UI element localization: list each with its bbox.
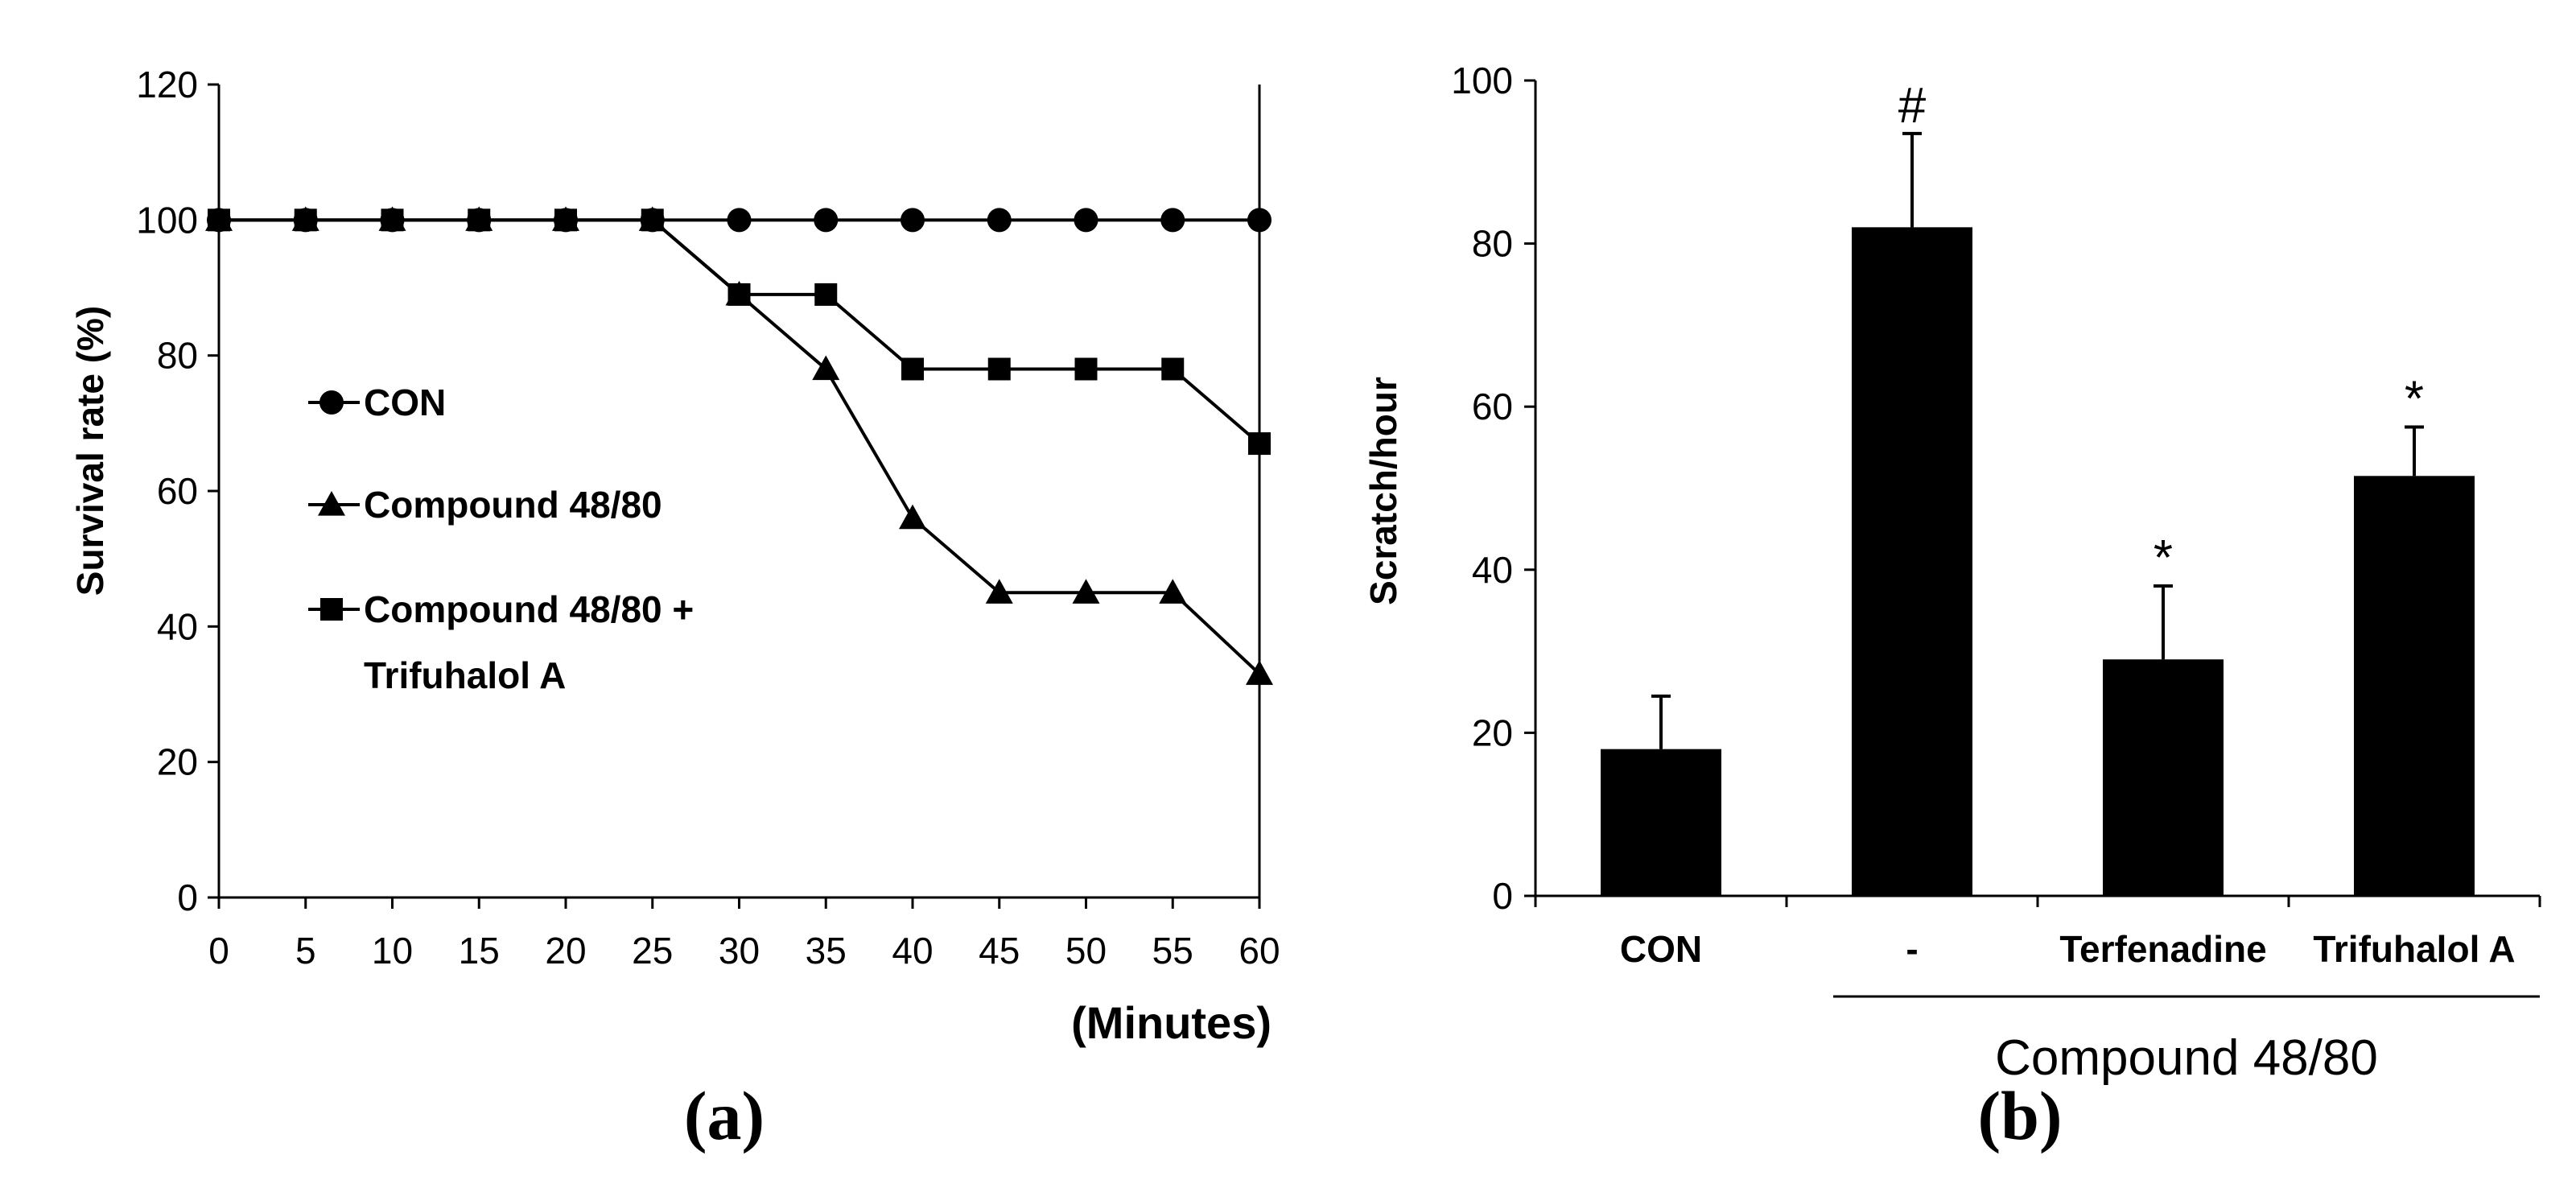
y-tick-label: 0	[177, 877, 198, 918]
x-tick-label: 10	[372, 930, 413, 972]
data-point-triangle	[985, 579, 1013, 604]
legend-marker-triangle	[318, 491, 345, 516]
x-tick-label: 5	[295, 930, 316, 972]
legend-label: Compound 48/80	[364, 484, 662, 526]
y-tick-label: 100	[1451, 60, 1513, 101]
data-point-triangle	[1159, 579, 1187, 604]
data-point-circle	[987, 208, 1012, 233]
data-point-circle	[1074, 208, 1098, 233]
bar	[2103, 659, 2224, 896]
y-tick-label: 40	[1472, 549, 1513, 591]
data-point-circle	[640, 208, 665, 233]
data-point-square	[901, 357, 924, 381]
y-tick-label: 20	[1472, 712, 1513, 753]
bar-series-group: # * *	[1601, 78, 2475, 897]
y-tick-label: 0	[1492, 875, 1513, 917]
y-tick-label: 80	[157, 335, 198, 377]
bar-group	[1601, 694, 1721, 896]
legend-marker-square	[320, 598, 343, 621]
data-point-circle	[901, 208, 925, 233]
legend-label: Trifuhalol A	[364, 654, 566, 696]
scratch-bar-chart: # * * 0 20 40 60 80 100 CON - Terfenadine Trifuhalo…	[1362, 60, 2541, 1154]
y-tick-label: 60	[157, 470, 198, 512]
data-point-triangle	[899, 504, 926, 530]
x-tick-label: 50	[1065, 930, 1107, 972]
x-tick-label: 20	[545, 930, 586, 972]
data-point-triangle	[725, 280, 753, 306]
data-point-circle	[727, 208, 752, 233]
data-point-circle	[814, 208, 839, 233]
x-category-label: Terfenadine	[2059, 928, 2266, 970]
bar-group: *	[2354, 372, 2475, 896]
x-tick-label: 45	[979, 930, 1020, 972]
line-chart-tick-labels: 0 20 40 60 80 100 120 0 5 10 15 20 25 30 35 40 45 50 55 60	[136, 64, 1280, 972]
x-category-label: Trifuhalol A	[2313, 928, 2515, 970]
bar	[1601, 749, 1721, 896]
x-tick-label: 0	[208, 930, 229, 972]
panel-label-b: (b)	[1977, 1077, 2062, 1154]
data-point-circle	[1160, 208, 1185, 233]
significance-marker: *	[2154, 530, 2173, 586]
y-tick-label: 120	[136, 64, 198, 105]
legend-label: CON	[364, 382, 446, 423]
panel-label-a: (a)	[684, 1077, 765, 1154]
data-point-square	[1074, 357, 1098, 381]
x-tick-label: 60	[1239, 930, 1280, 972]
line-chart-y-axis-label: Survival rate (%)	[69, 306, 111, 596]
bar-chart-axes	[1524, 79, 2541, 907]
y-tick-label: 20	[157, 741, 198, 783]
legend-label: Compound 48/80 +	[364, 588, 694, 630]
bar-chart-tick-labels: 0 20 40 60 80 100 CON - Terfenadine Trifuhalol A	[1451, 60, 2515, 970]
line-chart-legend: CON Compound 48/80 Compound 48/80 + Trifuha…	[308, 382, 694, 696]
data-point-circle	[380, 208, 405, 233]
data-point-circle	[554, 208, 578, 233]
y-tick-label: 80	[1472, 223, 1513, 265]
legend-entry-square: Compound 48/80 + Trifuhalol A	[308, 588, 694, 696]
legend-entry-triangle: Compound 48/80	[308, 484, 662, 526]
data-point-triangle	[812, 355, 840, 381]
bar-group: *	[2103, 530, 2224, 896]
x-tick-label: 35	[806, 930, 847, 972]
line-chart-x-axis-label: (Minutes)	[1071, 997, 1272, 1048]
series-circle	[207, 208, 1272, 233]
bar-chart-y-axis-label: Scratch/hour	[1362, 377, 1404, 605]
bar-group: #	[1852, 78, 1972, 897]
data-point-square	[814, 283, 838, 306]
significance-marker: *	[2405, 372, 2424, 427]
bar	[2354, 476, 2475, 896]
x-tick-label: 15	[459, 930, 500, 972]
y-tick-label: 40	[157, 605, 198, 647]
x-tick-label: 55	[1152, 930, 1193, 972]
data-point-square	[987, 357, 1011, 381]
x-category-label: -	[1906, 928, 1918, 970]
compound-group-label: Compound 48/80	[1995, 1030, 2378, 1086]
x-category-label: CON	[1620, 928, 1702, 970]
x-tick-label: 25	[632, 930, 673, 972]
significance-marker: #	[1898, 78, 1927, 134]
line-chart-axes	[208, 83, 1261, 909]
y-tick-label: 60	[1472, 386, 1513, 427]
x-tick-label: 30	[719, 930, 760, 972]
data-point-circle	[467, 208, 492, 233]
legend-entry-circle: CON	[308, 382, 446, 423]
data-point-square	[1161, 357, 1185, 381]
y-tick-label: 100	[136, 199, 198, 241]
bar	[1852, 227, 1972, 897]
data-point-triangle	[1072, 579, 1100, 604]
data-point-circle	[293, 208, 318, 233]
x-tick-label: 40	[892, 930, 933, 972]
legend-marker-circle	[319, 390, 344, 415]
